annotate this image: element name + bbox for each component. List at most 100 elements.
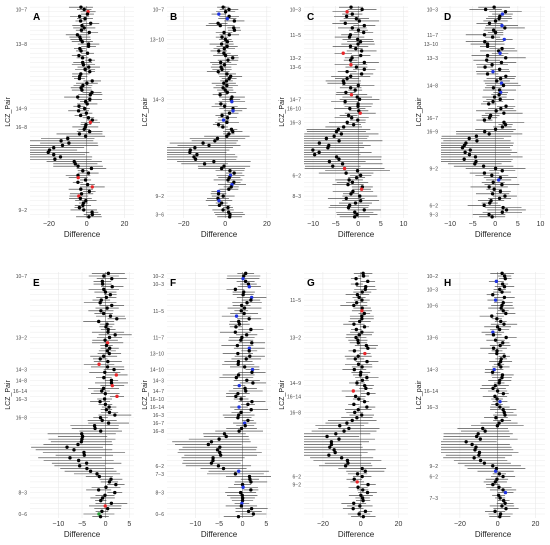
x-tick-label: −5 — [469, 221, 477, 228]
data-point — [85, 51, 90, 55]
data-point — [354, 16, 359, 21]
data-point — [244, 357, 248, 361]
data-point — [217, 203, 222, 208]
data-point — [355, 169, 360, 173]
data-point — [86, 116, 91, 120]
y-tick-label: 14−10 — [150, 368, 164, 374]
data-point — [501, 309, 505, 313]
y-tick-label: 10−3 — [290, 7, 301, 13]
highlight-point — [250, 367, 255, 372]
data-point — [344, 171, 348, 175]
data-point — [222, 81, 226, 85]
data-point — [488, 201, 492, 205]
data-point — [497, 327, 502, 332]
y-tick-label: 10−3 — [427, 287, 438, 293]
data-point — [356, 83, 360, 88]
data-point — [110, 285, 114, 289]
highlight-point — [217, 199, 221, 203]
x-axis-title: Difference — [338, 530, 375, 539]
data-point — [491, 464, 495, 468]
data-point — [115, 317, 119, 321]
data-point — [215, 448, 220, 452]
data-point — [241, 293, 245, 297]
data-point — [344, 14, 349, 19]
data-point — [100, 389, 104, 393]
data-point — [497, 421, 501, 425]
data-point — [356, 338, 360, 342]
data-point — [346, 182, 350, 187]
highlight-point — [247, 285, 251, 289]
highlight-point — [349, 93, 354, 97]
y-tick-label: 6−2 — [430, 203, 439, 209]
data-point — [89, 166, 94, 171]
data-point — [498, 496, 502, 500]
data-point — [247, 474, 252, 479]
data-point — [236, 362, 240, 366]
data-point — [98, 357, 102, 361]
data-point — [495, 325, 500, 329]
data-point — [86, 44, 91, 49]
data-point — [77, 104, 81, 108]
data-point — [221, 86, 225, 90]
data-point — [227, 7, 231, 12]
highlight-point — [97, 512, 101, 516]
data-point — [490, 215, 494, 219]
data-point — [239, 303, 244, 308]
data-point — [358, 373, 363, 377]
data-point — [487, 132, 491, 136]
data-point — [491, 28, 496, 32]
data-point — [90, 212, 95, 217]
data-point — [362, 325, 367, 329]
y-axis-title: LCZ_Pair — [142, 380, 149, 410]
data-point — [59, 139, 63, 143]
data-point — [490, 63, 494, 67]
data-point — [364, 386, 368, 391]
y-tick-label: 9−2 — [19, 208, 28, 214]
data-point — [220, 113, 224, 118]
data-point — [472, 456, 476, 460]
data-point — [239, 426, 244, 431]
data-point — [193, 157, 198, 161]
chart-svg-c: −10 −5 0 5 10 Difference 10−3 11−5 13−2 13−6 14−7 1… — [279, 5, 408, 239]
data-point — [211, 458, 215, 463]
data-point — [349, 116, 354, 120]
y-tick-label: 14−3 — [427, 368, 438, 374]
data-point — [354, 327, 359, 332]
data-point — [362, 311, 367, 316]
y-tick-label: 13−6 — [427, 336, 438, 342]
data-point — [356, 28, 361, 32]
data-point — [477, 453, 481, 457]
data-point — [473, 162, 477, 166]
data-point — [242, 274, 246, 278]
data-point — [216, 192, 221, 196]
data-point — [103, 338, 107, 342]
data-point — [95, 472, 99, 476]
x-tick-label: −20 — [43, 221, 55, 228]
data-point — [248, 477, 252, 481]
data-point — [470, 442, 474, 447]
data-point — [500, 375, 504, 380]
panel-h: −20 0 20 Difference 10−2 10−3 10−6 13−6 14−3 16−1… — [413, 268, 549, 540]
data-point — [232, 19, 237, 23]
data-point — [85, 102, 89, 106]
data-point — [226, 58, 230, 62]
data-point — [82, 208, 86, 212]
data-point — [362, 60, 367, 65]
data-point — [105, 322, 109, 326]
data-point — [223, 10, 228, 14]
data-point — [482, 203, 486, 208]
data-point — [227, 111, 232, 115]
y-tick-label: 16−14 — [424, 389, 438, 395]
data-point — [501, 498, 506, 503]
data-point — [487, 212, 491, 217]
y-tick-label: 9−2 — [430, 464, 439, 470]
x-tick-label: 5 — [379, 221, 383, 228]
data-point — [100, 279, 105, 284]
data-point — [501, 391, 506, 396]
highlight-point — [491, 330, 495, 334]
data-point — [250, 341, 254, 345]
data-point — [349, 5, 353, 9]
data-point — [106, 421, 111, 425]
x-tick-label: 0 — [223, 221, 227, 228]
data-point — [354, 335, 358, 340]
